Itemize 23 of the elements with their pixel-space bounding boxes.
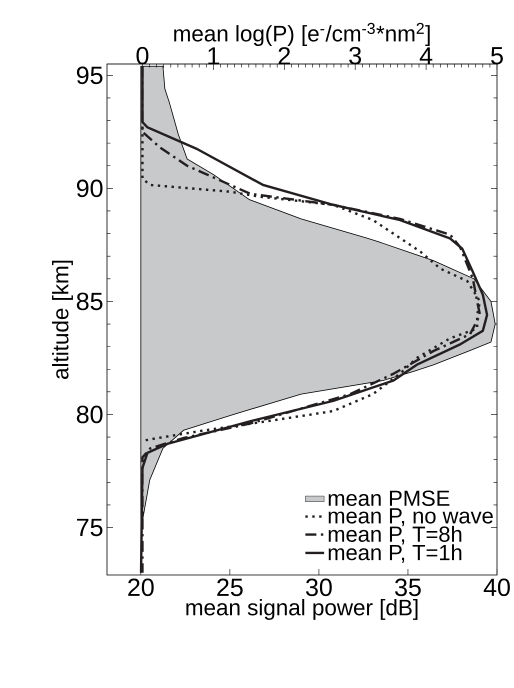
x-tick-label: 40 (484, 578, 510, 596)
legend-label: mean PMSE (328, 490, 450, 506)
x2-tick-label: 0 (136, 46, 148, 64)
x2-tick-label: 2 (278, 47, 290, 64)
x2-tick-label: 4 (420, 47, 432, 64)
x-tick-label: 25 (217, 578, 243, 596)
x-axis-title: mean signal power [dB] (186, 598, 418, 620)
legend-label: mean P, T=8h (328, 526, 462, 545)
x2-tick-label: 5 (491, 47, 503, 64)
y-axis-title: altitude [km] (52, 260, 73, 379)
legend-label: mean P, no wave (328, 508, 493, 526)
x-tick-label: 20 (128, 578, 154, 596)
y-tick-label: 95 (76, 66, 102, 84)
x2-tick-label: 3 (349, 46, 362, 64)
y-tick-label: 90 (76, 180, 102, 198)
x2-axis-title: mean log(P) [e$^{-}$/cm$^{-3}$*nm$^{2}$] (174, 22, 430, 46)
y-tick-label: 80 (76, 406, 102, 424)
x-tick-label: 35 (395, 578, 421, 596)
y-tick-label: 75 (77, 518, 102, 536)
x2-tick-label: 1 (208, 47, 220, 64)
x-tick-label: 30 (306, 578, 332, 596)
legend-label: mean P, T=1h (328, 544, 462, 563)
y-tick-label: 85 (76, 292, 102, 310)
